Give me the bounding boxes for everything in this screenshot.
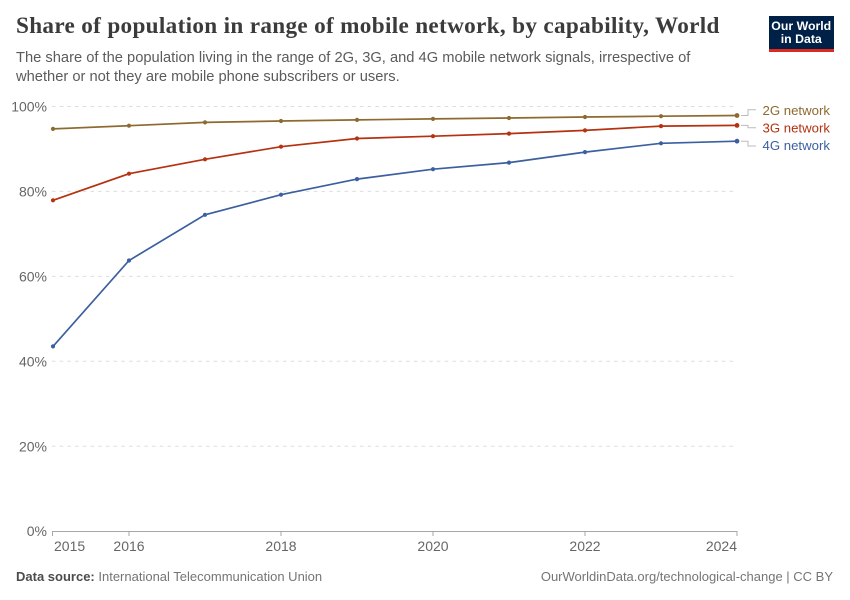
svg-text:2018: 2018 — [265, 538, 296, 554]
svg-text:100%: 100% — [11, 99, 47, 115]
svg-text:2015: 2015 — [54, 538, 85, 554]
svg-text:80%: 80% — [19, 183, 47, 199]
svg-text:4G network: 4G network — [763, 138, 831, 153]
svg-text:2024: 2024 — [706, 538, 737, 554]
svg-text:2G network: 2G network — [763, 103, 831, 118]
svg-text:20%: 20% — [19, 438, 47, 454]
svg-text:2020: 2020 — [417, 538, 448, 554]
svg-text:60%: 60% — [19, 268, 47, 284]
svg-text:3G network: 3G network — [763, 120, 831, 135]
svg-text:2016: 2016 — [113, 538, 144, 554]
svg-text:0%: 0% — [27, 523, 47, 539]
svg-text:40%: 40% — [19, 353, 47, 369]
svg-text:2022: 2022 — [569, 538, 600, 554]
